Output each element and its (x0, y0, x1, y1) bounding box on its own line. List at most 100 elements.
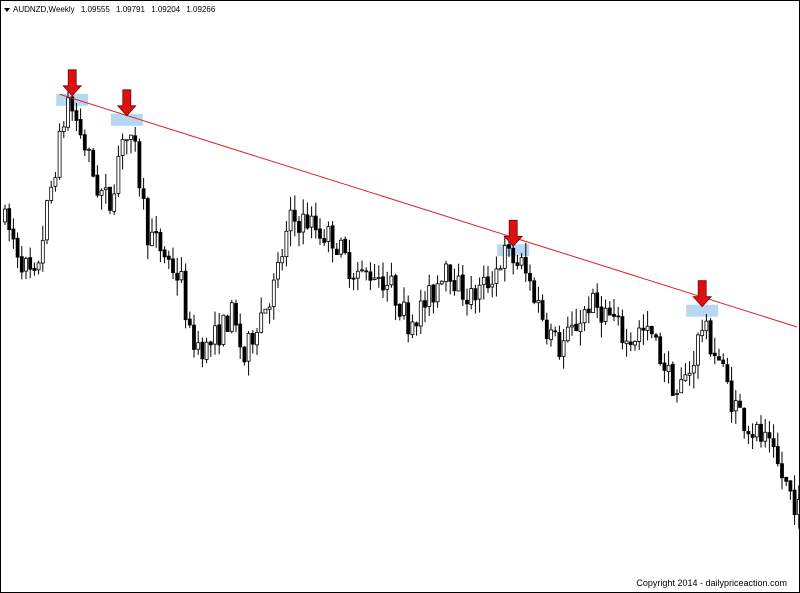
candle (326, 221, 331, 253)
candle-body-bull (116, 155, 121, 194)
candle (183, 263, 188, 329)
candle (612, 299, 616, 322)
candle (82, 129, 87, 157)
candle-body-bear (351, 277, 356, 280)
candle-body-bear (368, 271, 373, 281)
candle-body-bear (729, 380, 734, 413)
candle (389, 262, 394, 288)
candle (788, 480, 793, 500)
candle-body-bull (376, 277, 381, 279)
candle (313, 202, 318, 239)
candle (141, 177, 146, 210)
candle-body-bull (637, 327, 642, 342)
candle (66, 88, 70, 131)
candle-body-bear (784, 476, 789, 482)
candle (620, 309, 625, 350)
candle (414, 321, 419, 336)
candle (423, 291, 427, 323)
candle-body-bear (208, 341, 213, 346)
candle (557, 325, 562, 360)
candle-body-bull (36, 262, 41, 271)
candle-body-bear (242, 346, 247, 363)
candle (700, 319, 705, 343)
candle-body-bear (393, 275, 398, 306)
candle (276, 252, 280, 288)
candle (120, 133, 125, 170)
candle-body-bear (775, 446, 780, 465)
candle (536, 286, 541, 313)
candle (95, 165, 100, 198)
candle (666, 351, 671, 384)
candle-body-bear (616, 315, 621, 318)
candle-body-bear (234, 303, 238, 326)
candle-body-bear (364, 270, 369, 273)
candle-body-bear (750, 434, 755, 438)
candle-body-bull (427, 285, 432, 307)
candle (49, 180, 54, 204)
high-value: 1.09791 (116, 5, 145, 14)
candle-body-bear (746, 431, 751, 435)
candle (330, 221, 335, 263)
candle-body-bear (544, 319, 549, 340)
candle (486, 265, 490, 293)
candle-body-bear (553, 330, 558, 333)
candle (406, 295, 411, 343)
candle-body-bear (507, 244, 511, 249)
candle (410, 314, 415, 339)
candle (570, 311, 574, 336)
dropdown-triangle-icon[interactable] (4, 7, 10, 12)
candle-body-bear (465, 299, 469, 305)
candle-body-bear (628, 341, 633, 345)
candle-body-bear (771, 438, 776, 448)
candle-body-bull (498, 268, 503, 271)
candle (759, 415, 763, 448)
candle-body-bull (477, 284, 482, 300)
candle (683, 363, 688, 382)
candle (158, 228, 163, 263)
candle (61, 121, 66, 139)
candle (465, 288, 469, 316)
candle (523, 242, 528, 282)
candle (385, 271, 390, 302)
down-arrow-icon (62, 69, 83, 97)
candle (528, 264, 532, 291)
candle-body-bear (759, 423, 763, 442)
candle (162, 246, 167, 264)
candle (116, 145, 121, 198)
candle (53, 171, 58, 192)
candle (145, 196, 150, 260)
candle (347, 239, 352, 288)
candle-body-bull (549, 329, 553, 340)
candle (7, 203, 12, 242)
candle-body-bear (217, 324, 222, 346)
candle-body-bull (666, 364, 671, 372)
candle-body-bear (532, 280, 537, 303)
candle-body-bear (343, 238, 348, 254)
candle-body-bear (511, 247, 516, 264)
candle-body-bull (444, 263, 448, 282)
candle (750, 423, 755, 450)
candle (225, 314, 230, 332)
candle-body-bear (607, 307, 612, 316)
candle (679, 367, 684, 394)
candle-body-bull (582, 309, 587, 324)
candle-body-bull (481, 276, 486, 285)
candle-body-bear (318, 228, 322, 239)
candle (129, 134, 133, 154)
candle (36, 260, 41, 275)
candle-body-bear (108, 186, 112, 211)
candle (381, 262, 385, 298)
candle-body-bull (280, 256, 285, 264)
candle (137, 138, 142, 197)
candle-body-bear (145, 198, 150, 246)
candle (721, 353, 726, 367)
candle (746, 425, 751, 445)
candle-body-bear (91, 149, 96, 177)
candle-body-bull (309, 215, 314, 228)
candle-body-bear (523, 257, 528, 274)
candle (271, 273, 276, 320)
candle (3, 204, 7, 226)
candle-body-bear (238, 323, 243, 348)
candle-body-bull (24, 258, 28, 272)
